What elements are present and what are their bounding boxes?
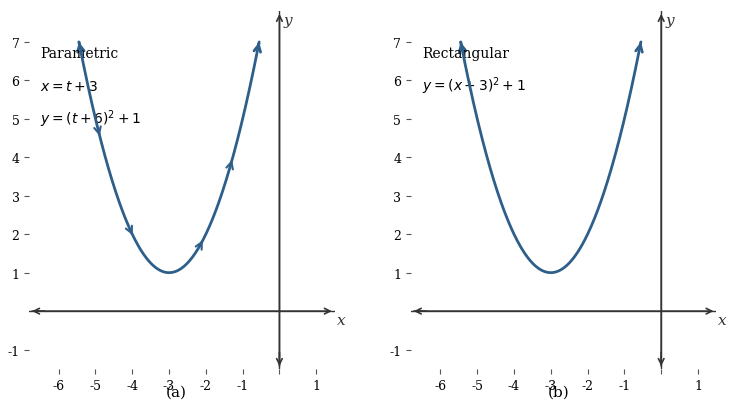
Text: Parametric: Parametric: [40, 47, 118, 61]
Text: (b): (b): [548, 384, 569, 398]
Text: $x = t + 3$: $x = t + 3$: [40, 80, 98, 94]
Text: x: x: [719, 313, 727, 327]
Text: y: y: [666, 14, 674, 28]
Text: (a): (a): [166, 384, 187, 398]
Text: y: y: [284, 14, 292, 28]
Text: x: x: [336, 313, 345, 327]
Text: $y = (x + 3)^2 + 1$: $y = (x + 3)^2 + 1$: [422, 75, 526, 97]
Text: $y = (t + 6)^2 + 1$: $y = (t + 6)^2 + 1$: [40, 108, 141, 129]
Text: Rectangular: Rectangular: [422, 47, 509, 61]
